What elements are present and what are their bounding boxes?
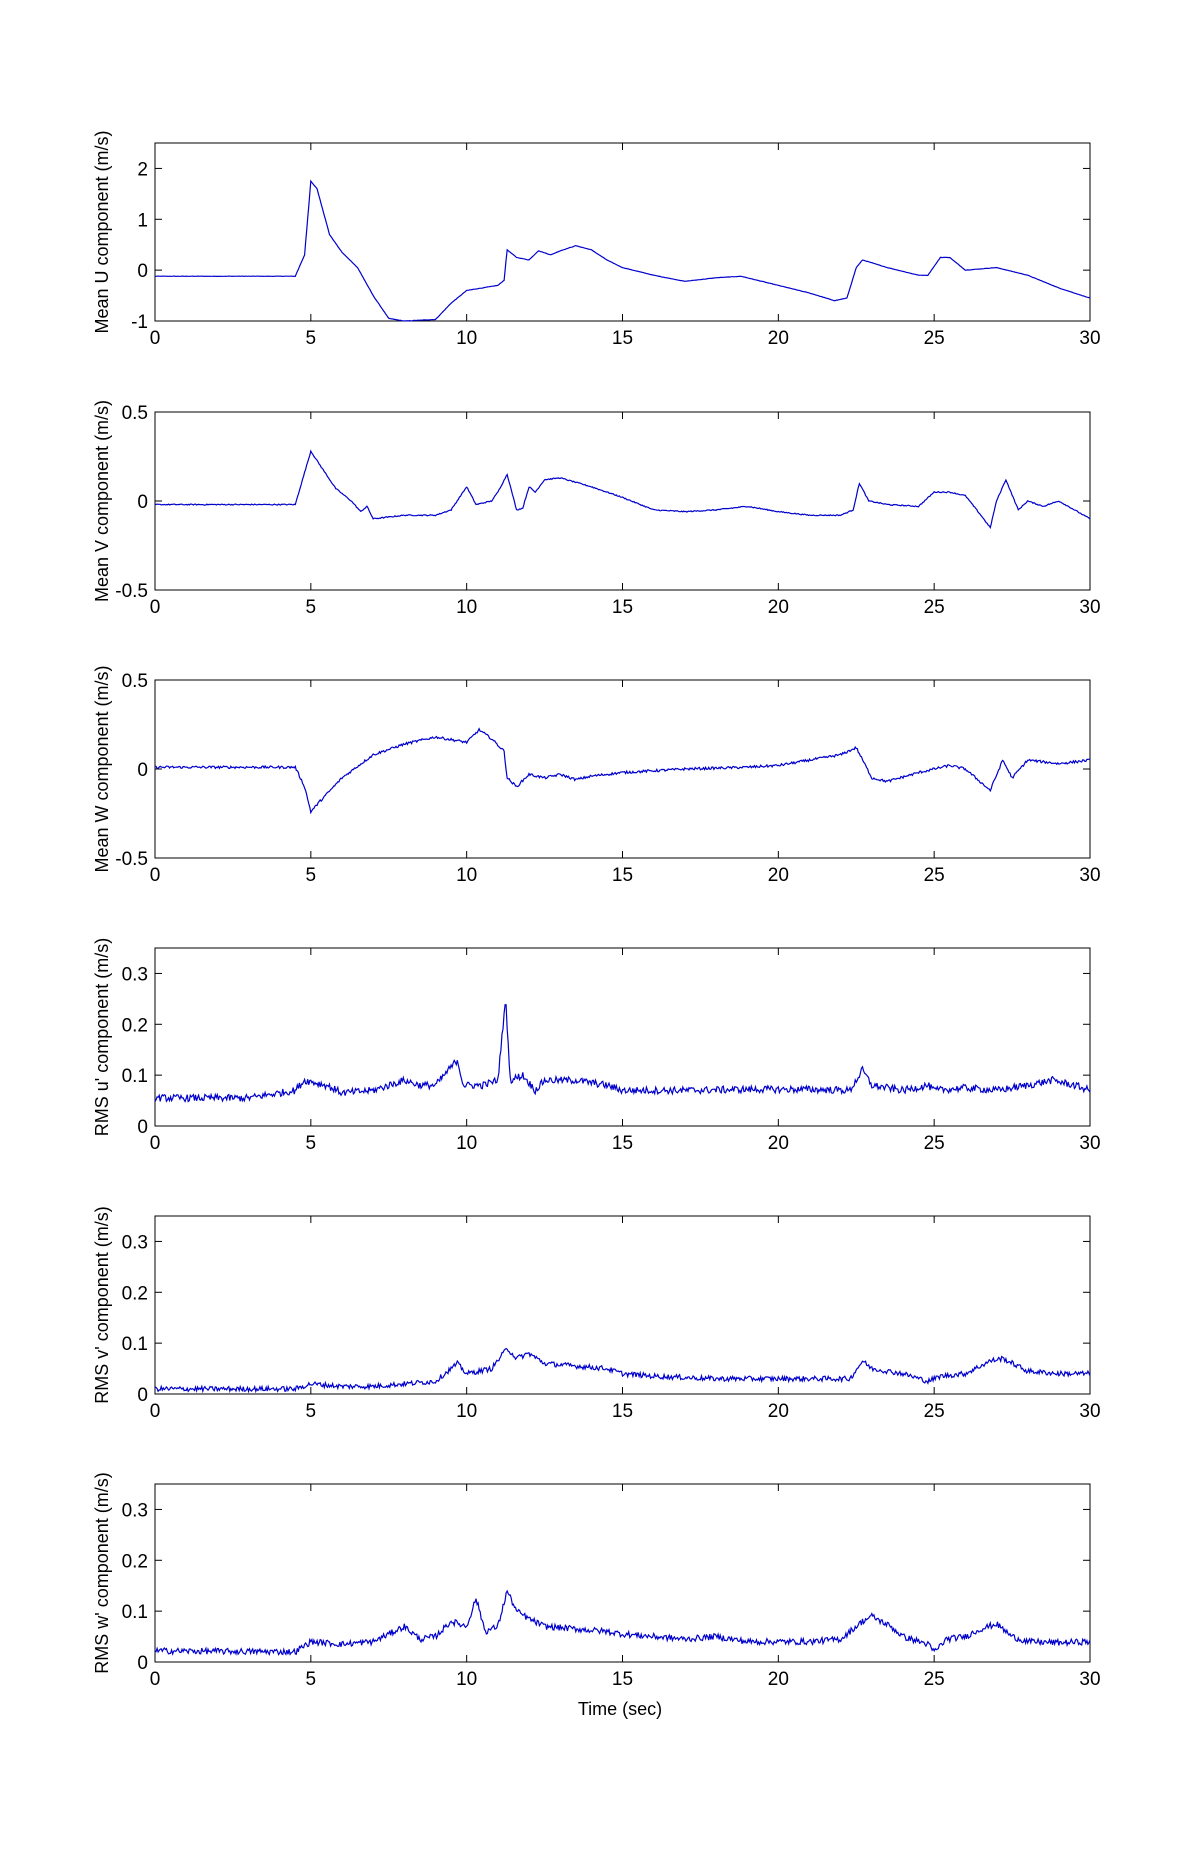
y-tick-label: 1 <box>137 210 148 231</box>
y-tick-label: 0 <box>137 1385 148 1406</box>
x-tick-label: 15 <box>612 865 633 886</box>
x-tick-label: 15 <box>612 597 633 618</box>
x-tick-label: 0 <box>150 1669 161 1690</box>
y-axis-label: RMS v' component (m/s) <box>92 1206 112 1403</box>
x-tick-label: 15 <box>612 1401 633 1422</box>
x-tick-label: 5 <box>306 1401 317 1422</box>
x-tick-label: 15 <box>612 1133 633 1154</box>
y-tick-label: 0 <box>137 492 148 513</box>
y-axis-label: Mean W component (m/s) <box>92 665 112 872</box>
y-axis-label: RMS w' component (m/s) <box>92 1472 112 1673</box>
y-tick-label: 0 <box>137 760 148 781</box>
y-tick-label: 0.1 <box>122 1066 148 1087</box>
y-tick-label: -0.5 <box>115 849 148 870</box>
y-tick-label: 0.3 <box>122 1232 148 1253</box>
x-tick-label: 15 <box>612 1669 633 1690</box>
series-line <box>154 1004 1091 1103</box>
x-tick-label: 10 <box>456 597 477 618</box>
x-tick-label: 30 <box>1079 1133 1100 1154</box>
x-tick-label: 30 <box>1079 865 1100 886</box>
x-tick-label: 15 <box>612 328 633 349</box>
x-tick-label: 25 <box>924 1401 945 1422</box>
y-tick-label: 0.3 <box>122 964 148 985</box>
y-tick-label: 0.1 <box>122 1334 148 1355</box>
x-tick-label: 10 <box>456 1669 477 1690</box>
series-line <box>154 727 1091 815</box>
y-tick-label: 0.2 <box>122 1283 148 1304</box>
y-tick-label: -1 <box>131 312 148 333</box>
x-tick-label: 30 <box>1079 597 1100 618</box>
x-tick-label: 5 <box>306 1669 317 1690</box>
x-tick-label: 0 <box>150 1133 161 1154</box>
x-tick-label: 20 <box>768 1401 789 1422</box>
y-axis-label: Mean U component (m/s) <box>92 130 112 333</box>
x-tick-label: 30 <box>1079 1401 1100 1422</box>
x-tick-label: 10 <box>456 1133 477 1154</box>
x-tick-label: 10 <box>456 328 477 349</box>
series-line <box>154 1589 1091 1656</box>
x-tick-label: 25 <box>924 865 945 886</box>
x-tick-label: 5 <box>306 328 317 349</box>
x-axis-label: Time (sec) <box>578 1699 662 1719</box>
y-tick-label: 0 <box>137 1653 148 1674</box>
y-tick-label: 0 <box>137 261 148 282</box>
x-tick-label: 20 <box>768 597 789 618</box>
panel-5: 0 5 10 15 20 25 30 0 0.1 0.2 0.3 RMS v' component (… <box>92 1206 1101 1422</box>
y-axis-label: Mean V component (m/s) <box>92 400 112 602</box>
y-tick-label: 0.1 <box>122 1602 148 1623</box>
x-tick-label: 25 <box>924 1133 945 1154</box>
x-tick-label: 20 <box>768 1133 789 1154</box>
x-tick-label: 25 <box>924 328 945 349</box>
series-line <box>154 1347 1091 1394</box>
y-tick-label: 0.3 <box>122 1500 148 1521</box>
y-axis-label: RMS u' component (m/s) <box>92 938 112 1137</box>
x-tick-label: 5 <box>306 597 317 618</box>
y-tick-label: 0.5 <box>122 671 148 692</box>
x-tick-label: 0 <box>150 597 161 618</box>
x-tick-label: 5 <box>306 1133 317 1154</box>
x-tick-label: 10 <box>456 1401 477 1422</box>
x-tick-label: 0 <box>150 1401 161 1422</box>
series-line <box>154 179 1091 322</box>
y-tick-label: 0.2 <box>122 1015 148 1036</box>
x-tick-label: 30 <box>1079 328 1100 349</box>
series-line <box>154 449 1091 530</box>
x-tick-label: 25 <box>924 1669 945 1690</box>
x-tick-label: 10 <box>456 865 477 886</box>
x-tick-label: 20 <box>768 1669 789 1690</box>
x-tick-label: 30 <box>1079 1669 1100 1690</box>
y-tick-label: 0 <box>137 1117 148 1138</box>
x-tick-label: 5 <box>306 865 317 886</box>
x-tick-label: 0 <box>150 328 161 349</box>
x-tick-label: 0 <box>150 865 161 886</box>
x-tick-label: 20 <box>768 328 789 349</box>
y-tick-label: 0.5 <box>122 403 148 424</box>
y-tick-label: 0.2 <box>122 1551 148 1572</box>
y-tick-label: 2 <box>137 159 148 180</box>
panel-6: 0 5 10 15 20 25 30 0 0.1 0.2 0.3 RMS w' component (… <box>92 1472 1101 1690</box>
x-tick-label: 20 <box>768 865 789 886</box>
y-tick-label: -0.5 <box>115 581 148 602</box>
x-tick-label: 25 <box>924 597 945 618</box>
panel-4: 0 5 10 15 20 25 30 0 0.1 0.2 0.3 RMS u' component (… <box>92 938 1101 1154</box>
